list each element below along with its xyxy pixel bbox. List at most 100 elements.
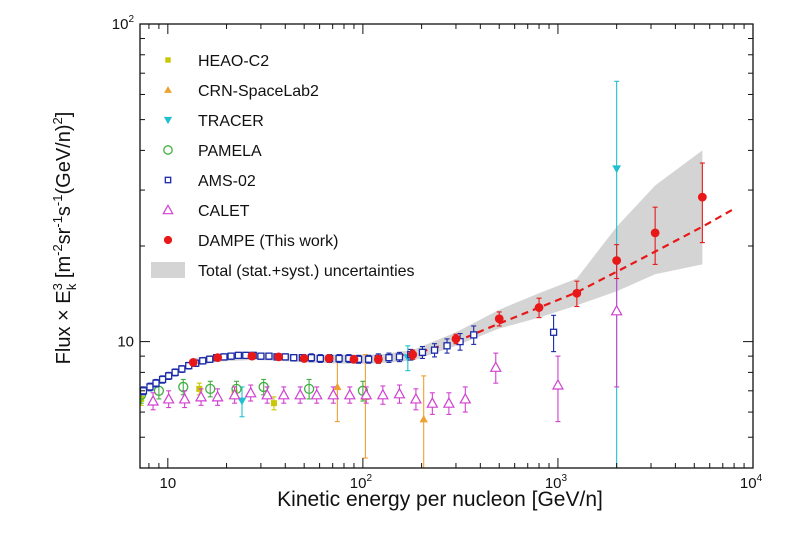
marker-calet-13-shape xyxy=(360,388,373,400)
point-calet-19 xyxy=(459,386,472,413)
marker-calet-1 xyxy=(162,392,175,404)
marker-tracer-2 xyxy=(612,165,622,174)
point-ams-35 xyxy=(430,343,439,358)
point-ams-5 xyxy=(171,368,179,377)
marker-dampe-13-shape xyxy=(612,256,622,265)
point-dampe-0 xyxy=(188,358,198,367)
marker-dampe-3 xyxy=(274,352,284,362)
legend-item-pamela: PAMELA xyxy=(163,143,262,160)
point-ams-3 xyxy=(158,375,167,384)
legend-marker-crn-shape xyxy=(164,86,172,93)
point-tracer-0 xyxy=(237,386,247,418)
marker-calet-4-shape xyxy=(211,390,224,402)
marker-pamela-2-shape xyxy=(178,381,189,393)
series-dampe xyxy=(188,162,707,367)
marker-ams-4-shape xyxy=(165,372,173,380)
marker-ams-10-shape xyxy=(206,355,214,363)
marker-pamela-6 xyxy=(303,383,315,395)
legend-marker-heao-shape xyxy=(165,57,171,63)
point-ams-24 xyxy=(316,354,324,363)
marker-calet-21-shape xyxy=(551,378,564,390)
point-ams-15 xyxy=(242,351,250,360)
point-dampe-15 xyxy=(697,162,707,244)
point-ams-39 xyxy=(549,314,558,353)
marker-ams-3 xyxy=(158,375,167,384)
legend-label-heao: HEAO-C2 xyxy=(198,53,269,70)
marker-dampe-2-shape xyxy=(247,351,257,361)
point-calet-11 xyxy=(327,386,340,404)
legend-item-tracer: TRACER xyxy=(163,113,264,130)
point-dampe-11 xyxy=(534,297,544,319)
x-axis-label: Kinetic energy per nucleon [GeV/n] xyxy=(277,488,603,511)
legend-label-dampe: DAMPE (This work) xyxy=(198,233,338,250)
marker-pamela-3-shape xyxy=(205,383,216,395)
marker-pamela-3 xyxy=(205,383,216,395)
marker-ams-38 xyxy=(470,331,478,339)
marker-calet-0-shape xyxy=(147,394,160,406)
legend-label-pamela: PAMELA xyxy=(198,143,262,160)
fit-line-layer xyxy=(384,207,735,360)
y-tick-label-0: 10 xyxy=(117,334,134,351)
marker-calet-15-shape xyxy=(393,387,406,399)
legend-marker-crn xyxy=(164,86,172,93)
marker-ams-34-shape xyxy=(418,348,427,357)
marker-calet-2 xyxy=(178,392,191,404)
marker-pamela-6-shape xyxy=(303,383,315,395)
marker-dampe-7 xyxy=(373,354,383,364)
point-ams-20 xyxy=(281,353,289,361)
legend-band-swatch xyxy=(151,262,185,278)
point-dampe-5 xyxy=(324,354,334,363)
point-ams-10 xyxy=(206,355,214,363)
legend-item-crn: CRN-SpaceLab2 xyxy=(164,83,319,100)
marker-crn-0-shape xyxy=(333,382,342,391)
marker-dampe-15-shape xyxy=(697,192,707,202)
marker-calet-12 xyxy=(343,388,356,400)
marker-calet-17 xyxy=(426,396,439,408)
marker-calet-0 xyxy=(147,394,160,406)
point-pamela-2 xyxy=(178,378,189,396)
marker-ams-31-shape xyxy=(385,354,393,362)
point-ams-13 xyxy=(227,352,235,360)
marker-calet-20 xyxy=(489,361,502,372)
point-calet-9 xyxy=(294,386,307,404)
point-dampe-4 xyxy=(299,354,309,363)
series-calet xyxy=(147,261,623,423)
legend-marker-pamela-shape xyxy=(163,145,173,155)
marker-calet-14 xyxy=(376,388,389,400)
point-calet-1 xyxy=(162,390,175,409)
marker-ams-21-shape xyxy=(290,354,298,362)
marker-ams-20-shape xyxy=(281,353,289,361)
marker-pamela-2 xyxy=(178,381,189,393)
point-ams-29 xyxy=(364,354,373,364)
marker-calet-19-shape xyxy=(459,392,472,404)
marker-ams-38-shape xyxy=(470,331,478,339)
uncertainty-band-layer xyxy=(193,150,703,367)
marker-calet-5 xyxy=(228,388,241,400)
marker-dampe-10 xyxy=(494,314,504,324)
point-dampe-2 xyxy=(247,351,257,361)
marker-ams-24 xyxy=(316,354,324,363)
marker-calet-21 xyxy=(551,378,564,390)
marker-dampe-8 xyxy=(408,350,418,360)
marker-calet-8 xyxy=(277,388,290,400)
point-calet-20 xyxy=(489,352,502,384)
marker-ams-14 xyxy=(234,351,243,360)
marker-dampe-0 xyxy=(188,358,198,367)
point-ams-1 xyxy=(146,382,154,392)
point-dampe-6 xyxy=(349,354,359,364)
data-points-layer xyxy=(140,80,707,468)
point-ams-26 xyxy=(335,354,343,363)
marker-ams-9 xyxy=(199,357,207,365)
marker-ams-39 xyxy=(549,328,558,336)
marker-calet-11-shape xyxy=(327,388,340,400)
marker-ams-29 xyxy=(364,355,373,363)
marker-dampe-12-shape xyxy=(572,288,582,298)
point-calet-17 xyxy=(426,392,439,415)
marker-dampe-14-shape xyxy=(650,228,660,238)
marker-calet-14-shape xyxy=(376,388,389,400)
point-ams-9 xyxy=(199,357,207,365)
marker-calet-20-shape xyxy=(489,361,502,372)
point-calet-8 xyxy=(277,386,290,404)
legend-label-calet: CALET xyxy=(198,203,250,220)
